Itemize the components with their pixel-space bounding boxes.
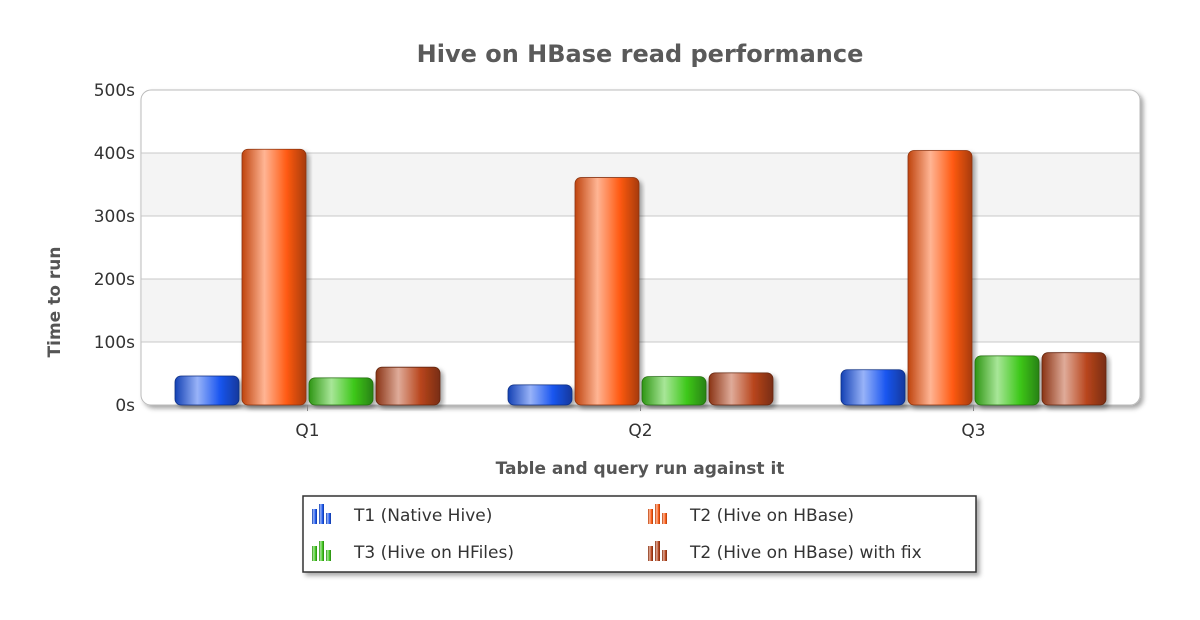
y-tick-label: 500s: [94, 81, 135, 101]
bar: [908, 150, 972, 405]
bar: [309, 378, 373, 405]
bar: [709, 373, 773, 405]
y-tick-label: 100s: [94, 333, 135, 353]
y-axis: 0s 100s 200s 300s 400s 500s: [94, 81, 135, 416]
x-axis: Q1 Q2 Q3: [295, 405, 985, 441]
bar: [508, 385, 572, 405]
legend-label: T3 (Hive on HFiles): [353, 543, 514, 563]
legend-label: T2 (Hive on HBase) with fix: [689, 543, 922, 563]
y-tick-label: 0s: [115, 396, 135, 416]
y-axis-label: Time to run: [45, 247, 65, 358]
bar: [975, 356, 1039, 405]
y-tick-label: 300s: [94, 207, 135, 227]
y-tick-label: 400s: [94, 144, 135, 164]
chart-title: Hive on HBase read performance: [417, 40, 864, 68]
legend-label: T2 (Hive on HBase): [689, 506, 854, 526]
bar: [841, 370, 905, 405]
y-tick-label: 200s: [94, 270, 135, 290]
x-tick-label: Q1: [295, 421, 319, 441]
bar: [242, 149, 306, 405]
x-tick-label: Q2: [628, 421, 652, 441]
x-tick-label: Q3: [961, 421, 985, 441]
legend-label: T1 (Native Hive): [353, 506, 492, 526]
bar: [642, 377, 706, 405]
bar: [175, 376, 239, 405]
x-axis-label: Table and query run against it: [496, 459, 785, 479]
bar: [1042, 353, 1106, 405]
bar: [575, 178, 639, 405]
bar: [376, 367, 440, 405]
legend-item: T2 (Hive on HBase) with fix: [648, 541, 922, 563]
